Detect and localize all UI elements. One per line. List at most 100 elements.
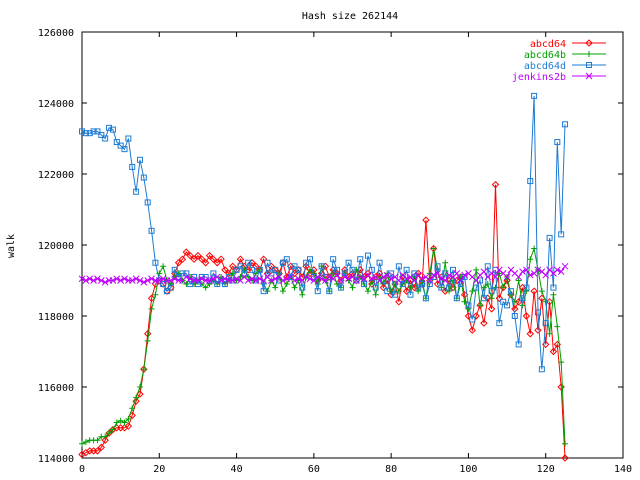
data-point-abcd64b [473,266,480,273]
data-point-abcd64b [531,245,538,252]
axis-ticks: 0 20 40 60 80 100 120 140 114000 116000 118000 1200… [38,28,632,475]
legend-label-abcd64: abcd64 [530,39,566,50]
data-point-abcd64 [433,280,442,288]
data-point-abcd64d [469,316,476,323]
data-point-abcd64d [446,284,453,291]
data-point-abcd64b [407,284,414,291]
data-point-jenkins2b [345,275,352,283]
data-point-abcd64d [461,273,468,280]
data-point-jenkins2b [515,273,523,281]
data-point-jenkins2b [445,271,453,279]
data-point-abcd64d [291,263,298,270]
data-point-abcd64d [233,266,240,273]
data-point-abcd64d [500,298,507,305]
data-point-jenkins2b [453,270,461,277]
data-point-abcd64b [109,426,116,433]
data-point-jenkins2b [356,273,364,281]
data-point-jenkins2b [117,277,124,284]
data-point-abcd64 [530,287,538,295]
data-point-jenkins2b [461,271,468,279]
data-point-abcd64 [248,259,256,267]
chart-title: Hash size 262144 [302,11,398,22]
data-point-abcd64b [136,384,143,390]
data-point-jenkins2b [206,277,213,284]
x-tick-label: 40 [231,464,243,475]
data-point-abcd64d [434,263,441,270]
legend-marker-abcd64 [585,39,593,47]
data-point-abcd64b [129,405,136,412]
data-point-abcd64d [337,284,344,291]
data-point-abcd64b [554,323,561,330]
data-point-jenkins2b [418,275,426,283]
data-point-abcd64 [414,269,422,278]
data-point-abcd64 [236,255,245,263]
data-point-abcd64d [368,266,375,273]
data-point-abcd64 [97,443,106,452]
data-point-jenkins2b [132,275,140,283]
data-point-abcd64d [295,266,302,273]
data-point-abcd64d [179,270,186,277]
data-point-jenkins2b [167,277,175,284]
data-point-abcd64d [241,270,248,277]
data-point-abcd64b [272,284,279,291]
data-point-jenkins2b [542,271,550,279]
data-point-abcd64 [511,305,519,313]
data-point-abcd64d [249,266,256,273]
y-tick-label: 118000 [38,312,74,323]
data-point-abcd64b [364,288,371,295]
data-point-jenkins2b [306,275,314,283]
data-point-jenkins2b [441,277,449,284]
data-point-jenkins2b [94,275,101,283]
data-point-jenkins2b [534,266,542,274]
data-point-abcd64d [279,259,286,266]
data-point-abcd64d [457,281,464,288]
data-point-abcd64b [229,270,236,277]
data-point-abcd64d [515,341,522,348]
data-point-abcd64d [376,259,383,266]
data-point-abcd64b [469,288,476,295]
data-point-abcd64 [101,436,109,444]
data-point-abcd64d [221,281,228,288]
data-point-abcd64d [395,263,402,270]
data-point-jenkins2b [434,270,441,277]
x-tick-label: 100 [459,464,477,475]
y-tick-label: 114000 [38,454,74,465]
data-point-jenkins2b [302,273,310,281]
data-point-jenkins2b [121,275,128,283]
data-point-abcd64b [260,281,267,288]
data-point-abcd64d [109,126,116,133]
data-point-jenkins2b [279,277,287,284]
data-point-abcd64 [522,312,531,320]
data-point-abcd64d [152,259,159,266]
data-point-abcd64d [303,259,310,266]
data-point-abcd64d [361,281,368,288]
y-tick-label: 126000 [38,28,74,39]
data-point-jenkins2b [430,271,438,279]
data-point-abcd64d [341,270,348,277]
data-point-abcd64 [201,259,210,267]
data-point-jenkins2b [283,275,291,283]
data-point-abcd64d [314,288,321,295]
data-point-jenkins2b [256,275,264,283]
data-point-jenkins2b [248,275,256,283]
data-point-abcd64b [152,291,159,298]
data-point-abcd64d [299,284,306,291]
data-point-abcd64b [264,288,271,295]
data-point-abcd64d [534,309,541,316]
data-point-abcd64b [252,270,259,277]
data-point-abcd64b [446,288,453,295]
data-point-abcd64d [283,256,290,263]
data-point-abcd64d [542,320,549,327]
data-point-abcd64b [380,281,387,288]
data-point-abcd64 [209,255,218,263]
data-point-jenkins2b [557,268,565,275]
data-point-abcd64d [140,174,147,181]
data-point-abcd64 [321,262,330,271]
x-tick-label: 20 [153,464,165,475]
data-point-abcd64d [554,139,561,146]
data-point-abcd64 [259,255,268,263]
data-point-jenkins2b [210,275,217,283]
data-point-jenkins2b [82,277,90,284]
legend-label-abcd64d: abcd64d [524,61,566,72]
data-point-jenkins2b [233,275,240,283]
